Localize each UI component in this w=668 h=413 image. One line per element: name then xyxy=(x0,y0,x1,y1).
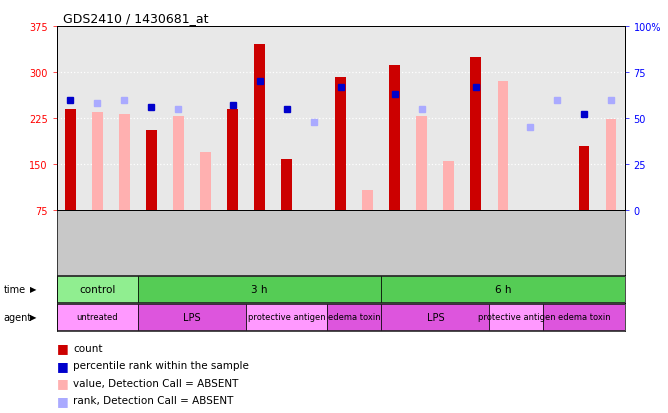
Text: rank, Detection Call = ABSENT: rank, Detection Call = ABSENT xyxy=(73,395,234,405)
Text: value, Detection Call = ABSENT: value, Detection Call = ABSENT xyxy=(73,377,239,388)
Bar xyxy=(490,305,544,330)
Text: GDS2410 / 1430681_at: GDS2410 / 1430681_at xyxy=(63,12,209,25)
Bar xyxy=(444,161,454,211)
Bar xyxy=(119,114,130,211)
Bar xyxy=(362,190,373,211)
Text: percentile rank within the sample: percentile rank within the sample xyxy=(73,360,249,370)
Text: untreated: untreated xyxy=(77,313,118,322)
Text: agent: agent xyxy=(3,312,31,322)
Text: LPS: LPS xyxy=(183,312,201,322)
Bar xyxy=(227,109,238,211)
Bar xyxy=(381,277,625,302)
Text: protective antigen: protective antigen xyxy=(478,313,555,322)
Bar xyxy=(389,66,400,211)
Bar xyxy=(146,131,157,211)
Bar xyxy=(138,277,381,302)
Bar xyxy=(606,119,617,211)
Text: time: time xyxy=(3,284,25,294)
Text: ▶: ▶ xyxy=(30,313,37,322)
Text: edema toxin: edema toxin xyxy=(328,313,381,322)
Bar xyxy=(65,109,75,211)
Bar xyxy=(381,305,490,330)
Bar xyxy=(470,57,481,211)
Text: ■: ■ xyxy=(57,341,69,354)
Text: ■: ■ xyxy=(57,359,69,372)
Bar xyxy=(416,117,428,211)
Text: ▶: ▶ xyxy=(30,285,37,294)
Bar xyxy=(57,305,138,330)
Bar xyxy=(57,277,138,302)
Bar xyxy=(246,305,327,330)
Text: control: control xyxy=(79,284,116,294)
Bar xyxy=(544,305,625,330)
Bar xyxy=(173,117,184,211)
Bar xyxy=(335,78,346,211)
Text: ■: ■ xyxy=(57,376,69,389)
Text: LPS: LPS xyxy=(426,312,444,322)
Text: 3 h: 3 h xyxy=(251,284,268,294)
Bar xyxy=(498,82,508,211)
Bar xyxy=(327,305,381,330)
Bar xyxy=(578,146,589,211)
Text: protective antigen: protective antigen xyxy=(248,313,325,322)
Bar xyxy=(254,45,265,211)
Bar xyxy=(200,152,211,211)
Text: count: count xyxy=(73,343,103,353)
Bar xyxy=(281,160,292,211)
Text: edema toxin: edema toxin xyxy=(558,313,611,322)
Bar xyxy=(92,113,103,211)
Text: 6 h: 6 h xyxy=(495,284,511,294)
Text: ■: ■ xyxy=(57,394,69,406)
Bar xyxy=(138,305,246,330)
